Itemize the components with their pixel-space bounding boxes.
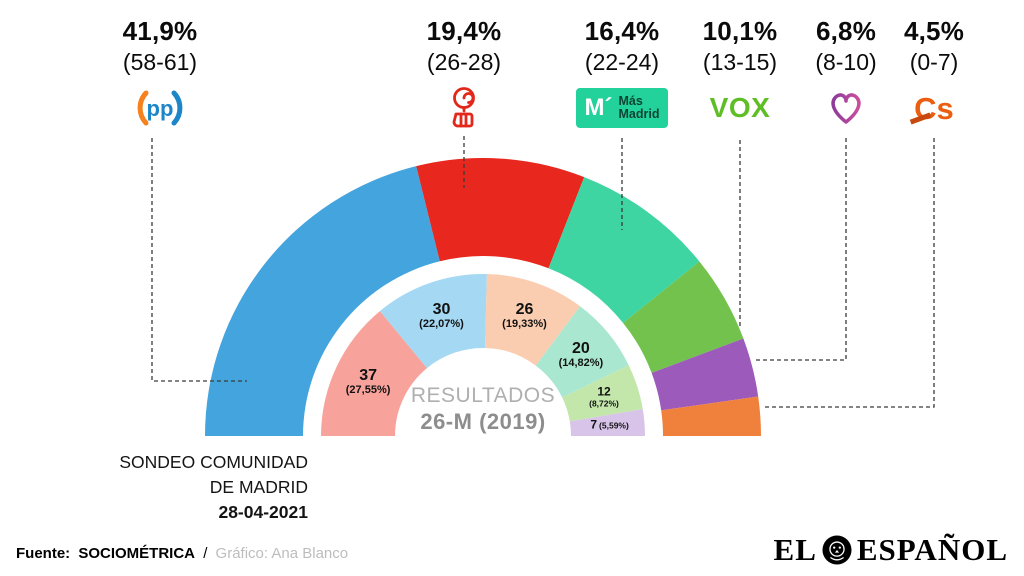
psoe-logo (399, 83, 529, 133)
outer-segment-psoe (416, 157, 585, 269)
mas-madrid-logo-initial: M´ (584, 94, 613, 121)
footer: Fuente: SOCIOMÉTRICA / Gráfico: Ana Blan… (16, 545, 352, 562)
inner-seat-label-podemos: 7 (5,59%) (590, 417, 629, 431)
party-label-podemos: 6,8% (8-10) (781, 16, 911, 133)
podemos-pct: 6,8% (815, 16, 877, 46)
caption-date: 28-04-2021 (218, 501, 308, 522)
cs-logo: Cs (869, 83, 999, 133)
mas-madrid-word-1: Más (618, 93, 643, 108)
vox-logo: VOX (675, 83, 805, 133)
mas-madrid-logo-box: M´ Más Madrid (575, 88, 669, 128)
podemos-seats: (8-10) (815, 49, 877, 75)
psoe-pct: 19,4% (426, 16, 502, 46)
psoe-seats: (26-28) (426, 49, 502, 75)
inner-seat-pct-vox: (8,72%) (589, 398, 619, 408)
connector-pp (151, 138, 247, 382)
inner-seat-pct-cs: (19,33%) (502, 318, 547, 330)
inner-seat-label-cs: 26 (516, 301, 534, 318)
caption-line2: DE MADRID (209, 476, 308, 497)
source-label: Fuente: (16, 545, 71, 562)
pp-pct: 41,9% (122, 16, 198, 46)
inner-seat-pct-pp: (22,07%) (419, 318, 464, 330)
cs-seats: (0-7) (909, 49, 959, 75)
mas-madrid-logo: M´ Más Madrid (557, 83, 687, 133)
cs-pct: 4,5% (903, 16, 965, 46)
center-label-line2: 26-M (2019) (420, 409, 546, 434)
caption: SONDEO COMUNIDAD DE MADRID 28-04-2021 (95, 450, 308, 525)
center-label-line1: RESULTADOS (410, 384, 556, 407)
inner-seat-label-vox: 12 (597, 384, 611, 398)
vox-pct: 10,1% (702, 16, 778, 46)
pp-logo-icon: pp (137, 90, 183, 126)
cs-logo-text: Cs (909, 93, 954, 124)
party-label-psoe: 19,4% (26-28) (399, 16, 529, 133)
lion-emblem-icon (822, 535, 852, 565)
source-name: SOCIOMÉTRICA (78, 545, 196, 562)
credit: Gráfico: Ana Blanco (215, 545, 349, 562)
connector-cs (762, 138, 935, 408)
vox-logo-text: VOX (709, 92, 771, 123)
outer-segment-m-s-madrid (548, 177, 700, 323)
inner-ring-labels: 37(27,55%) 30(22,07%) 26(19,33%) 20(14,82%)… (346, 301, 629, 431)
inner-seat-label-pp: 30 (433, 301, 451, 318)
center-label: RESULTADOS 26-M (2019) (373, 384, 593, 435)
party-label-cs: 4,5% (0-7) Cs (869, 16, 999, 133)
connector-podemos (753, 138, 847, 361)
vox-seats: (13-15) (702, 49, 778, 75)
mas-madrid-word-2: Madrid (618, 107, 660, 121)
footer-separator: / (203, 545, 208, 562)
outer-segment-cs (661, 396, 761, 436)
pp-logo: pp (95, 83, 225, 133)
inner-segment-psoe (321, 311, 427, 436)
podemos-logo (781, 83, 911, 133)
podemos-heart-icon (831, 93, 861, 124)
inner-seat-label-m-s-madrid: 20 (572, 340, 590, 357)
chart-arcs (205, 157, 761, 436)
outer-segment-podemos (651, 338, 759, 411)
brand-logo: EL ESPAÑOL (774, 532, 1008, 568)
caption-line1: SONDEO COMUNIDAD (119, 452, 308, 472)
mas-madrid-logo-wordmark: Más Madrid (618, 93, 660, 121)
inner-seat-label-psoe: 37 (359, 367, 377, 384)
inner-seat-pct-m-s-madrid: (14,82%) (559, 357, 604, 369)
brand-el: EL (773, 532, 817, 567)
party-label-vox: 10,1% (13-15) VOX (675, 16, 805, 133)
inner-segment-cs (485, 274, 581, 366)
inner-segment-m-s-madrid (535, 306, 629, 398)
connectors (151, 136, 935, 408)
inner-segment-podemos (569, 409, 646, 436)
mas-madrid-seats: (22-24) (584, 49, 660, 75)
outer-segment-vox (623, 261, 744, 373)
pp-logo-text: pp (147, 96, 174, 121)
pp-seats: (58-61) (122, 49, 198, 75)
inner-segment-vox (562, 365, 643, 422)
mas-madrid-pct: 16,4% (584, 16, 660, 46)
brand-espanol: ESPAÑOL (856, 532, 1008, 567)
party-label-pp: 41,9% (58-61) pp (95, 16, 225, 133)
inner-segment-pp (379, 273, 487, 369)
psoe-rose-icon (452, 87, 475, 128)
inner-seat-pct-psoe: (27,55%) (346, 384, 391, 396)
outer-segment-pp (205, 166, 440, 436)
party-label-mas-madrid: 16,4% (22-24) M´ Más Madrid (557, 16, 687, 133)
